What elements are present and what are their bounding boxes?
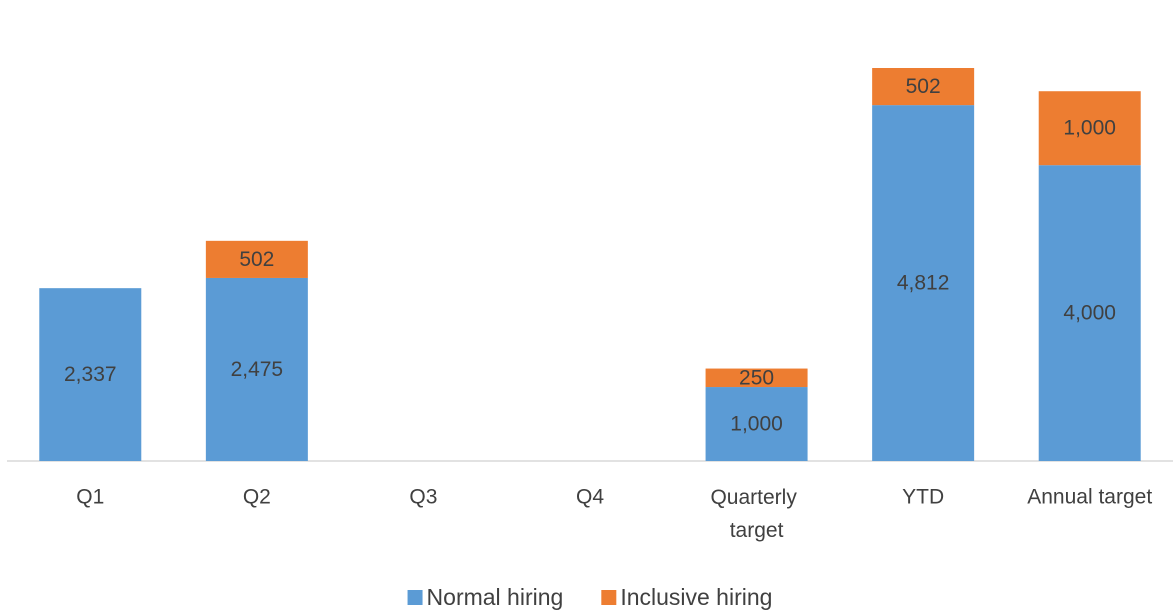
legend-swatch xyxy=(407,590,423,605)
x-tick-label-line: Quarterly xyxy=(710,486,802,509)
x-tick-label: Q1 xyxy=(76,486,104,509)
bar-segment xyxy=(205,240,308,278)
x-tick-label: Q2 xyxy=(243,486,271,509)
data-label: 250 xyxy=(739,366,774,389)
data-label: 1,000 xyxy=(730,413,783,436)
data-label: 2,475 xyxy=(231,358,284,381)
legend: Normal hiring Inclusive hiring xyxy=(407,584,772,610)
bar-segment xyxy=(872,105,975,461)
bar-segment xyxy=(1038,91,1141,166)
bar-segment xyxy=(705,368,808,388)
bar-segment xyxy=(705,387,808,461)
data-label: 1,000 xyxy=(1063,117,1116,140)
legend-swatch xyxy=(601,590,617,605)
x-tick-label: Q4 xyxy=(576,486,604,509)
x-tick-label: YTD xyxy=(902,486,944,509)
data-label: 502 xyxy=(906,75,941,98)
bar-segment xyxy=(39,288,142,461)
bar-segment xyxy=(1038,165,1141,461)
bar-segment xyxy=(872,68,975,106)
x-tick-label: Q3 xyxy=(409,486,437,509)
legend-label: Normal hiring xyxy=(427,584,564,610)
bar-segment xyxy=(205,277,308,461)
data-label: 4,000 xyxy=(1063,302,1116,325)
legend-label: Inclusive hiring xyxy=(620,584,772,610)
data-label: 502 xyxy=(239,248,274,271)
x-tick-label: Quarterly target xyxy=(710,486,802,542)
data-label: 2,337 xyxy=(64,363,117,386)
data-label: 4,812 xyxy=(897,272,950,295)
x-tick-label: Annual target xyxy=(1027,486,1152,509)
x-tick-label-line: target xyxy=(730,519,784,542)
